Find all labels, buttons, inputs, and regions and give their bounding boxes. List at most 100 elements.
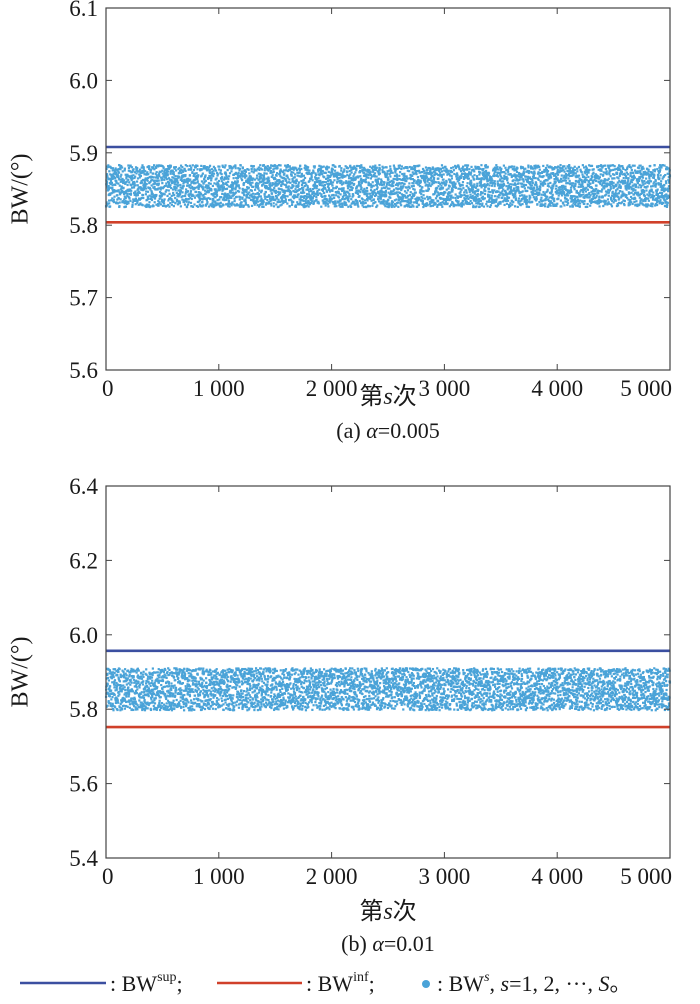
data-point bbox=[608, 173, 611, 176]
data-point bbox=[278, 192, 281, 195]
data-point bbox=[146, 176, 150, 180]
data-point bbox=[613, 165, 616, 168]
data-point bbox=[303, 176, 307, 180]
data-point bbox=[123, 198, 126, 201]
data-point bbox=[465, 189, 468, 192]
data-point bbox=[281, 181, 284, 184]
data-point bbox=[168, 185, 171, 188]
data-point bbox=[189, 201, 193, 204]
data-point bbox=[503, 174, 506, 178]
data-point bbox=[553, 197, 556, 200]
data-point bbox=[210, 188, 213, 191]
data-point bbox=[385, 173, 388, 176]
data-point bbox=[659, 182, 663, 185]
data-point bbox=[305, 188, 308, 191]
data-point bbox=[496, 166, 499, 169]
data-point bbox=[228, 205, 231, 208]
data-point bbox=[649, 196, 652, 199]
data-point bbox=[613, 177, 616, 180]
data-point bbox=[190, 166, 193, 169]
data-point bbox=[653, 181, 656, 184]
data-point bbox=[555, 192, 558, 195]
data-point bbox=[417, 204, 420, 207]
data-point bbox=[561, 184, 564, 188]
data-point bbox=[337, 196, 341, 199]
data-point bbox=[177, 184, 180, 187]
data-point bbox=[210, 203, 213, 206]
data-point bbox=[591, 192, 594, 195]
data-point bbox=[134, 192, 137, 195]
data-point bbox=[188, 184, 191, 187]
data-point bbox=[337, 180, 340, 183]
data-point bbox=[532, 196, 535, 199]
data-point bbox=[163, 178, 166, 181]
data-point bbox=[536, 172, 540, 175]
data-point bbox=[591, 179, 595, 182]
data-point bbox=[426, 180, 429, 183]
data-point bbox=[590, 186, 593, 190]
data-point bbox=[636, 179, 639, 182]
data-point bbox=[393, 166, 396, 169]
data-point bbox=[163, 204, 166, 207]
data-point bbox=[413, 193, 416, 196]
data-point bbox=[127, 164, 130, 167]
data-point bbox=[272, 168, 275, 171]
data-point bbox=[627, 187, 631, 190]
data-point bbox=[508, 205, 511, 209]
data-point bbox=[260, 197, 263, 200]
data-point bbox=[276, 183, 280, 186]
data-point bbox=[194, 182, 197, 185]
data-point bbox=[423, 175, 426, 178]
data-point bbox=[208, 170, 211, 173]
data-point bbox=[524, 183, 528, 187]
data-point bbox=[593, 178, 596, 182]
data-point bbox=[538, 191, 541, 194]
data-point bbox=[393, 167, 396, 170]
data-point bbox=[640, 167, 643, 170]
data-point bbox=[395, 175, 399, 178]
data-point bbox=[227, 199, 231, 202]
data-point bbox=[576, 191, 580, 195]
data-point bbox=[508, 165, 511, 168]
data-point bbox=[229, 189, 232, 192]
data-point bbox=[573, 168, 576, 172]
data-point bbox=[158, 187, 162, 190]
data-point bbox=[305, 165, 309, 169]
data-point bbox=[257, 187, 260, 190]
data-point bbox=[178, 200, 181, 203]
data-point bbox=[554, 172, 557, 176]
data-point bbox=[468, 202, 471, 206]
data-point bbox=[602, 171, 605, 174]
data-point bbox=[556, 173, 560, 176]
data-point bbox=[189, 196, 192, 199]
data-point bbox=[174, 189, 177, 192]
data-point bbox=[289, 181, 292, 184]
data-point bbox=[640, 179, 644, 182]
data-point bbox=[150, 197, 153, 200]
data-point bbox=[224, 192, 227, 195]
data-point bbox=[461, 181, 465, 184]
data-point bbox=[426, 168, 429, 171]
data-point bbox=[432, 170, 435, 173]
data-point bbox=[399, 201, 402, 204]
data-point bbox=[247, 186, 250, 189]
data-point bbox=[373, 191, 376, 194]
data-point bbox=[406, 169, 409, 172]
data-point bbox=[608, 183, 611, 187]
data-point bbox=[522, 180, 525, 183]
data-point bbox=[339, 199, 342, 202]
data-point bbox=[446, 202, 449, 205]
data-point bbox=[368, 205, 371, 208]
data-point bbox=[665, 193, 668, 196]
data-point bbox=[356, 201, 359, 204]
data-point bbox=[411, 197, 414, 200]
data-point bbox=[510, 165, 514, 168]
data-point bbox=[429, 184, 432, 188]
data-point bbox=[158, 197, 161, 200]
data-point bbox=[258, 168, 261, 172]
data-point bbox=[479, 202, 482, 205]
data-point bbox=[308, 190, 311, 193]
data-point bbox=[635, 192, 638, 195]
data-point bbox=[286, 186, 289, 189]
data-point bbox=[416, 205, 419, 208]
